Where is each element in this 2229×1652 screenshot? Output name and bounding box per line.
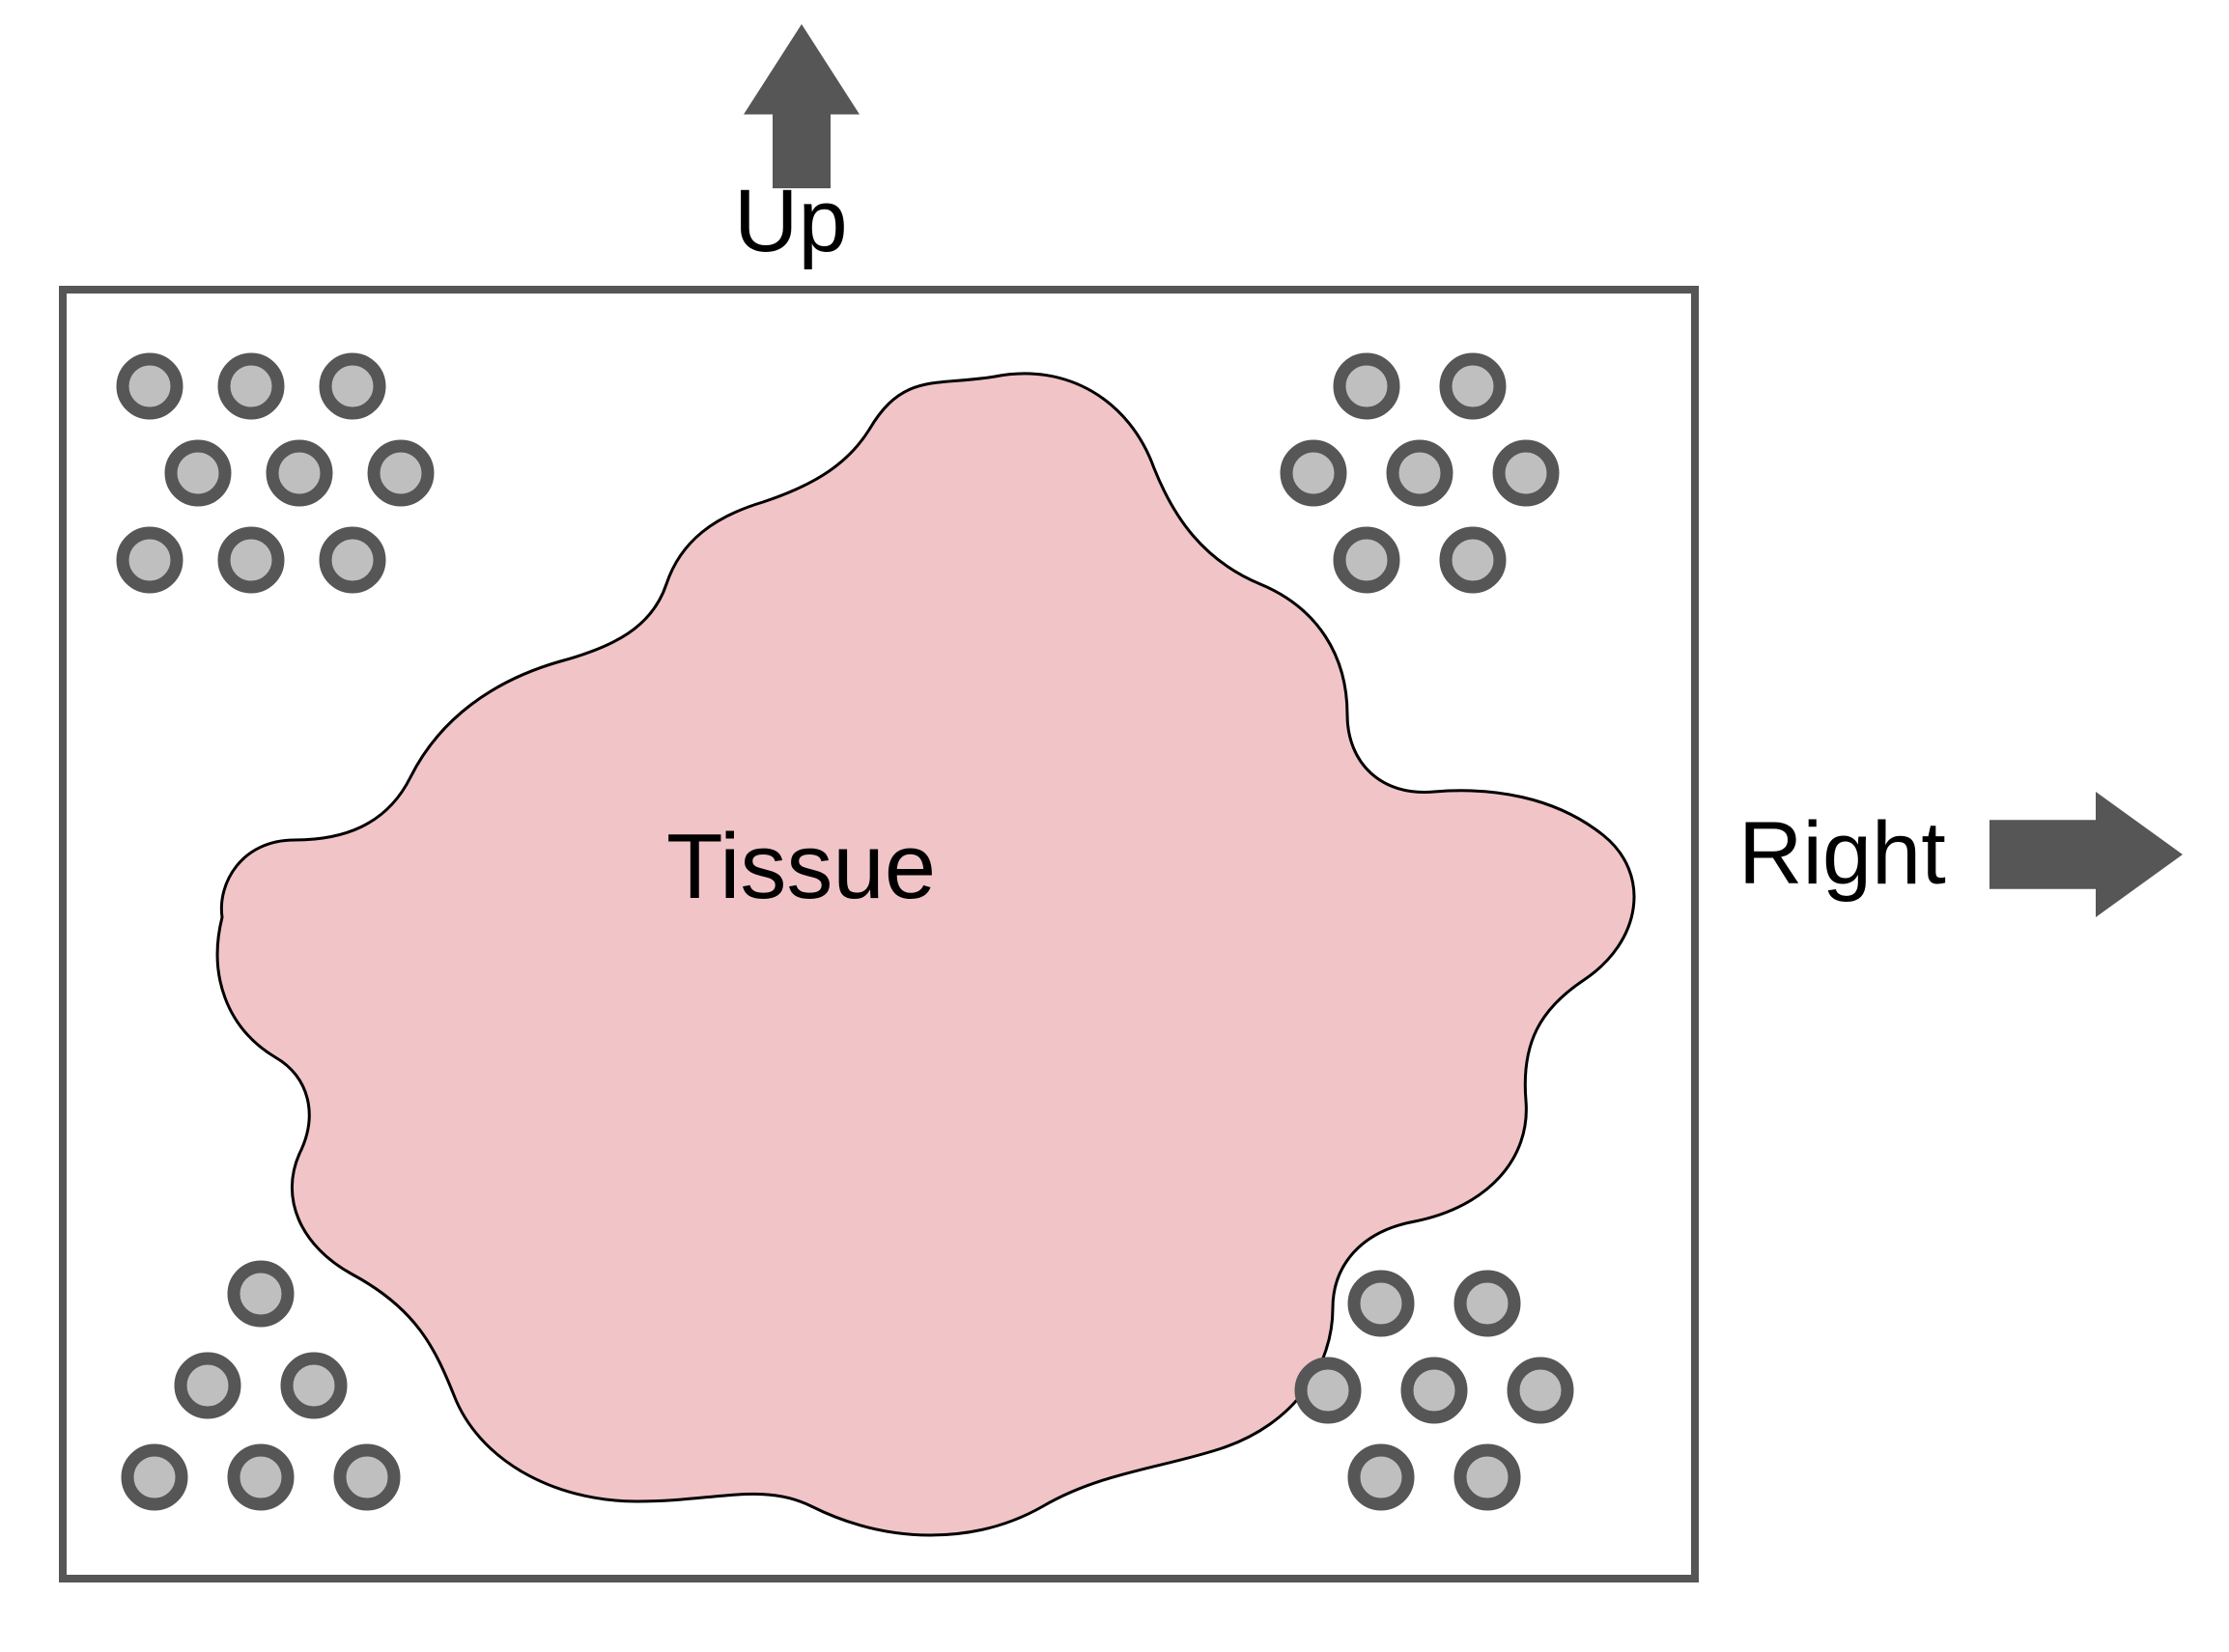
fiducial-dot [1460, 1276, 1514, 1330]
fiducial-dot [181, 1358, 235, 1413]
fiducial-dot [1460, 1450, 1514, 1504]
fiducial-dot [1354, 1450, 1408, 1504]
fiducial-dot [1286, 446, 1340, 500]
fiducial-dot [340, 1450, 394, 1504]
fiducial-dot [1499, 446, 1553, 500]
fiducial-dot [374, 446, 428, 500]
fiducial-dot [287, 1358, 341, 1413]
fiducial-dot [1340, 533, 1394, 587]
fiducial-dot [171, 446, 225, 500]
fiducial-dot [234, 1450, 288, 1504]
fiducial-dot [325, 359, 380, 413]
fiducial-dot [234, 1267, 288, 1321]
tissue-label: Tissue [666, 815, 936, 918]
fiducial-dot [1407, 1363, 1461, 1417]
fiducial-dot [1446, 533, 1500, 587]
fiducial-dot [123, 533, 177, 587]
fiducial-dot [123, 359, 177, 413]
dot-cluster-top-left [123, 359, 428, 587]
fiducial-dot [1513, 1363, 1567, 1417]
arrow-up-label: Up [734, 172, 848, 270]
fiducial-dot [224, 359, 278, 413]
fiducial-dot [1354, 1276, 1408, 1330]
fiducial-dot [1340, 359, 1394, 413]
fiducial-dot [1446, 359, 1500, 413]
fiducial-dot [224, 533, 278, 587]
fiducial-dot [1393, 446, 1447, 500]
fiducial-dot [325, 533, 380, 587]
fiducial-dot [1301, 1363, 1355, 1417]
fiducial-dot [127, 1450, 182, 1504]
arrow-right-label: Right [1738, 804, 1946, 903]
fiducial-dot [272, 446, 326, 500]
